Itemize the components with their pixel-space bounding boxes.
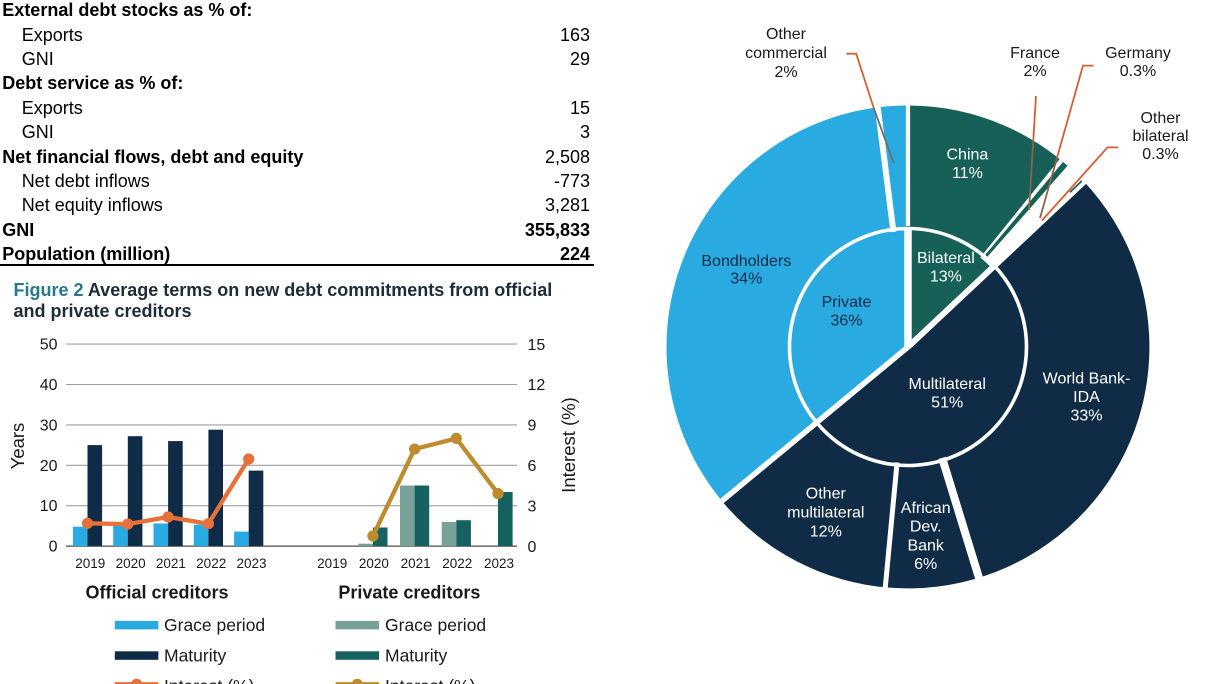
svg-text:Other: Other [766, 26, 807, 43]
svg-text:Interest (%): Interest (%) [558, 397, 579, 493]
svg-text:Maturity: Maturity [164, 645, 226, 665]
svg-text:Private: Private [822, 294, 872, 311]
svg-text:multilateral: multilateral [787, 504, 864, 521]
svg-text:30: 30 [40, 417, 58, 434]
svg-text:Multilateral: Multilateral [909, 376, 986, 393]
svg-text:2019: 2019 [75, 556, 105, 571]
svg-text:2022: 2022 [442, 556, 472, 571]
svg-text:IDA: IDA [1073, 389, 1100, 406]
svg-text:Other: Other [806, 485, 847, 502]
svg-text:6%: 6% [914, 556, 937, 573]
svg-text:15: 15 [528, 337, 546, 354]
svg-text:Other: Other [1140, 110, 1181, 127]
svg-text:2022: 2022 [196, 556, 226, 571]
svg-text:Bilateral: Bilateral [917, 250, 975, 267]
svg-text:2019: 2019 [317, 556, 347, 571]
svg-text:20: 20 [40, 458, 58, 475]
svg-text:2020: 2020 [359, 556, 389, 571]
svg-text:Interest (%): Interest (%) [385, 676, 475, 684]
svg-text:Grace period: Grace period [164, 615, 265, 635]
svg-text:10: 10 [40, 498, 58, 515]
svg-text:commercial: commercial [745, 45, 827, 62]
svg-text:bilateral: bilateral [1132, 128, 1188, 145]
svg-text:0.3%: 0.3% [1142, 146, 1178, 163]
svg-text:2%: 2% [1023, 63, 1046, 80]
svg-text:2021: 2021 [156, 556, 186, 571]
svg-text:9: 9 [528, 418, 537, 435]
svg-text:11%: 11% [952, 165, 983, 182]
svg-text:36%: 36% [830, 313, 862, 330]
svg-text:12: 12 [528, 377, 546, 394]
svg-text:50: 50 [40, 337, 58, 354]
svg-text:African: African [901, 500, 951, 517]
svg-text:Grace period: Grace period [385, 615, 486, 635]
svg-text:2%: 2% [774, 64, 797, 81]
svg-text:3: 3 [528, 498, 537, 515]
svg-text:World Bank-: World Bank- [1043, 371, 1131, 388]
svg-text:33%: 33% [1070, 407, 1102, 424]
svg-text:Official creditors: Official creditors [85, 583, 228, 603]
svg-text:6: 6 [528, 458, 537, 475]
svg-text:13%: 13% [930, 268, 962, 285]
svg-text:51%: 51% [931, 395, 963, 412]
svg-text:France: France [1010, 45, 1060, 62]
svg-text:0: 0 [528, 539, 537, 556]
svg-text:2021: 2021 [401, 556, 431, 571]
svg-text:Private creditors: Private creditors [338, 583, 480, 603]
svg-text:Bank: Bank [907, 537, 944, 554]
svg-text:Germany: Germany [1105, 45, 1171, 62]
svg-text:Dev.: Dev. [910, 519, 942, 536]
svg-text:Bondholders: Bondholders [701, 253, 791, 270]
svg-text:34%: 34% [730, 271, 762, 288]
svg-text:2023: 2023 [236, 556, 266, 571]
svg-text:Maturity: Maturity [385, 645, 447, 665]
svg-text:2020: 2020 [116, 556, 146, 571]
svg-text:2023: 2023 [484, 556, 514, 571]
svg-text:Interest (%): Interest (%) [164, 676, 254, 684]
svg-text:40: 40 [40, 377, 58, 394]
svg-text:12%: 12% [810, 523, 842, 540]
svg-text:0: 0 [49, 539, 58, 556]
svg-text:0.3%: 0.3% [1120, 63, 1156, 80]
svg-text:Years: Years [7, 423, 28, 470]
svg-text:China: China [946, 147, 988, 164]
